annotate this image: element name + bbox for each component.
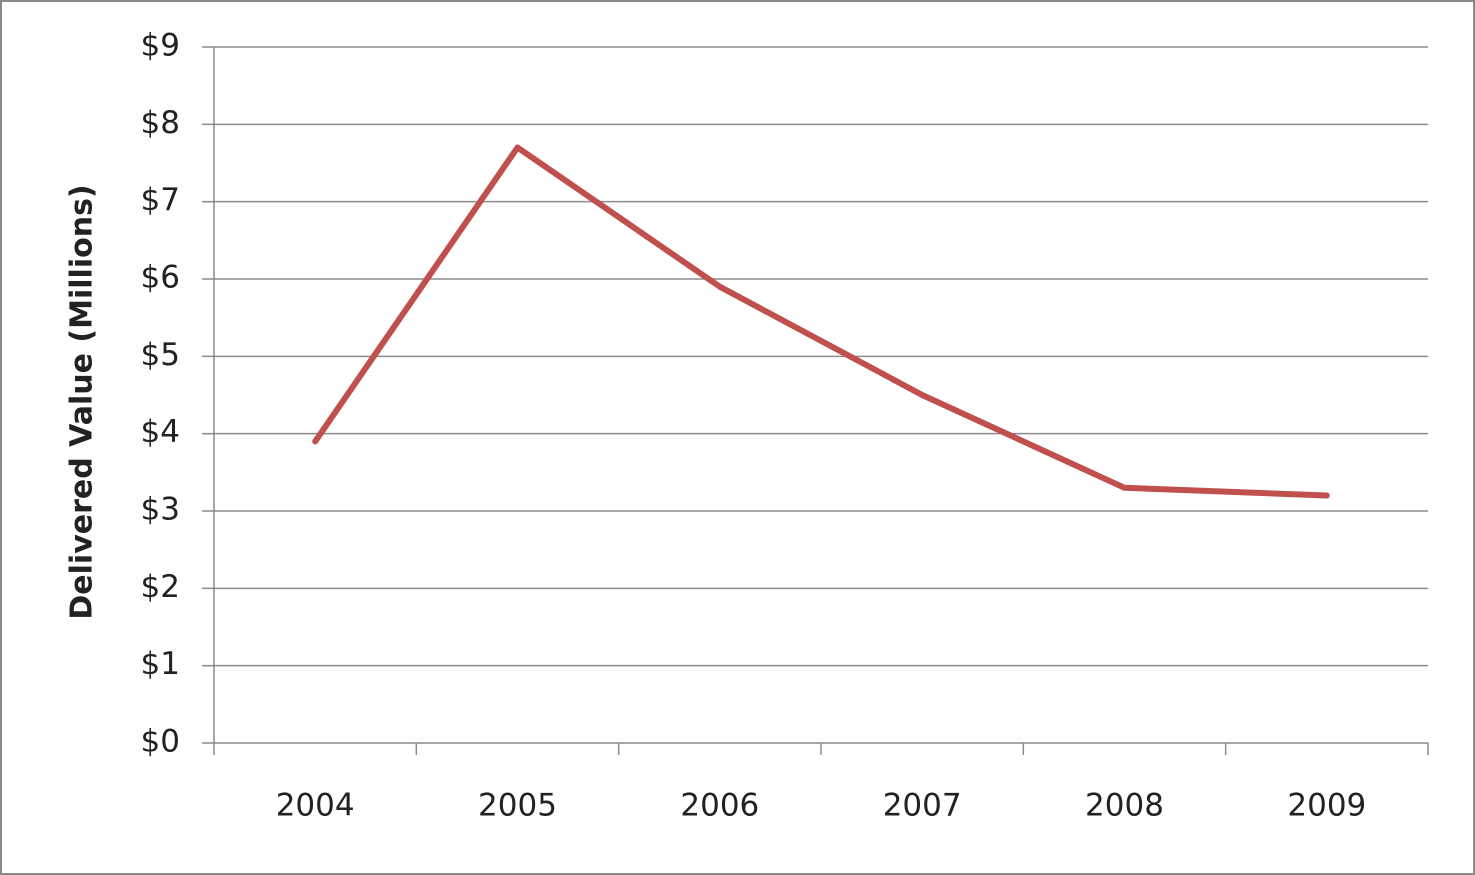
y-axis-label: Delivered Value (Millions) [65,184,100,619]
y-tick-label: $4 [141,414,180,450]
x-tick-label: 2005 [478,788,557,824]
y-tick-label: $0 [141,724,180,760]
y-tick-label: $2 [141,569,180,605]
x-tick-label: 2009 [1287,788,1366,824]
y-tick-label: $8 [141,105,180,141]
y-tick-label: $9 [141,28,180,64]
y-tick-label: $3 [141,492,180,528]
x-tick-label: 2004 [276,788,355,824]
data-line [312,144,1330,499]
y-tick-label: $5 [141,337,180,373]
x-tick-label: 2008 [1085,788,1164,824]
y-tick-label: $1 [141,646,180,682]
x-tick-label: 2007 [883,788,962,824]
y-tick-label: $7 [141,182,180,218]
y-tick-label: $6 [141,260,180,296]
x-tick-label: 2006 [680,788,759,824]
